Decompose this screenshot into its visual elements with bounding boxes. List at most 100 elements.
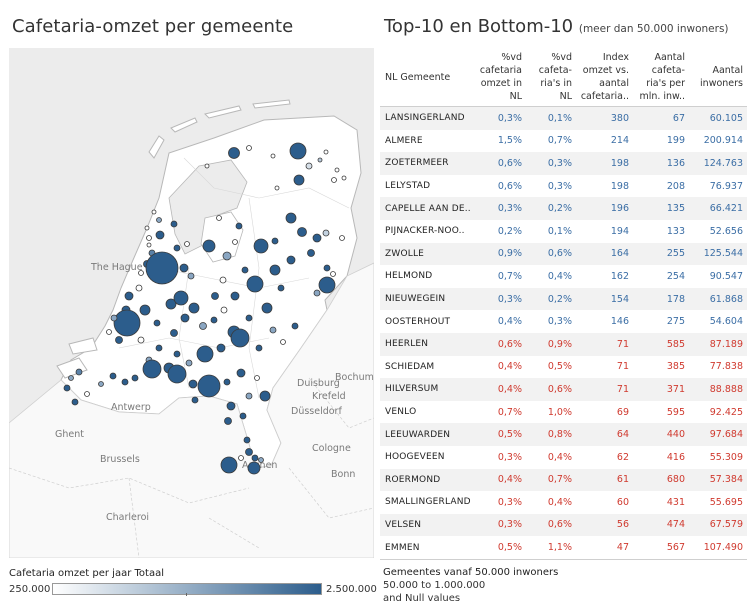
cell-inwoners: 66.421	[709, 203, 743, 215]
cell-index: 71	[616, 383, 629, 395]
cell-per-mln: 371	[666, 383, 685, 395]
bubble	[155, 344, 163, 352]
cell-inwoners: 125.544	[703, 248, 743, 260]
header-cafetarias[interactable]: %vd cafeta-ria's in NL	[538, 52, 572, 102]
cell-gemeente: ROERMOND	[385, 474, 441, 485]
bubble	[131, 374, 139, 382]
bubble	[245, 314, 253, 322]
cell-gemeente: CAPELLE AAN DE..	[385, 203, 471, 214]
table-row[interactable]: OOSTERHOUT 0,4% 0,3% 146 275 54.604	[380, 310, 747, 333]
bubble	[334, 167, 340, 173]
municipality-map[interactable]: The Hague Antwerp Ghent Brussels Charler…	[9, 48, 374, 558]
table-row[interactable]: VELSEN 0,3% 0,6% 56 474 67.579	[380, 513, 747, 537]
table-row[interactable]: SCHIEDAM 0,4% 0,5% 71 385 77.838	[380, 356, 747, 379]
bubble	[223, 378, 231, 386]
table-row[interactable]: LELYSTAD 0,6% 0,3% 198 208 76.937	[380, 175, 747, 198]
cell-omzet: 0,3%	[497, 293, 522, 305]
bubble	[138, 270, 144, 276]
cell-cafetarias: 0,4%	[547, 451, 572, 463]
table-row[interactable]: CAPELLE AAN DE.. 0,3% 0,2% 196 135 66.421	[380, 197, 747, 220]
table-row[interactable]: NIEUWEGEIN 0,3% 0,2% 154 178 61.868	[380, 287, 747, 311]
table-row[interactable]: PIJNACKER-NOO.. 0,2% 0,1% 194 133 52.656	[380, 220, 747, 243]
bubble	[151, 209, 157, 215]
cell-inwoners: 76.937	[709, 180, 743, 192]
cell-omzet: 0,5%	[497, 429, 522, 441]
header-per-mln[interactable]: Aantal cafeta-ria's per mln. inw..	[639, 52, 685, 102]
bubble	[245, 448, 253, 456]
bubble	[170, 220, 178, 228]
table-row[interactable]: EMMEN 0,5% 1,1% 47 567 107.490	[380, 536, 747, 560]
bubble	[330, 271, 336, 277]
table-row[interactable]: VENLO 0,7% 1,0% 69 595 92.425	[380, 401, 747, 424]
cell-cafetarias: 0,2%	[547, 293, 572, 305]
table-row[interactable]: ZOETERMEER 0,6% 0,3% 198 136 124.763	[380, 152, 747, 175]
map-canvas[interactable]: The Hague Antwerp Ghent Brussels Charler…	[9, 48, 374, 558]
bubble	[313, 289, 321, 297]
cell-index: 61	[616, 474, 629, 486]
cell-inwoners: 90.547	[709, 270, 743, 282]
bubble	[241, 266, 249, 274]
table-row[interactable]: HILVERSUM 0,4% 0,6% 71 371 88.888	[380, 378, 747, 401]
population-filter[interactable]: Gemeentes vanaf 50.000 inwoners 50.000 t…	[383, 566, 558, 605]
cell-omzet: 0,4%	[497, 361, 522, 373]
cell-gemeente: LELYSTAD	[385, 181, 431, 192]
bubble	[259, 390, 271, 402]
bubble	[271, 237, 279, 245]
cell-cafetarias: 0,9%	[547, 338, 572, 350]
table-title: Top-10 en Bottom-10 (meer dan 50.000 inw…	[384, 16, 729, 37]
cell-cafetarias: 0,8%	[547, 429, 572, 441]
cell-inwoners: 124.763	[703, 157, 743, 169]
table-row[interactable]: SMALLINGERLAND 0,3% 0,4% 60 431 55.695	[380, 491, 747, 514]
cell-cafetarias: 0,6%	[547, 383, 572, 395]
bubble	[173, 350, 181, 358]
bubble	[230, 291, 240, 301]
table-row[interactable]: HOOGEVEEN 0,3% 0,4% 62 416 55.309	[380, 446, 747, 469]
bubble	[153, 319, 161, 327]
bubble	[269, 326, 277, 334]
table-row[interactable]: ZWOLLE 0,9% 0,6% 164 255 125.544	[380, 242, 747, 266]
cell-gemeente: HOOGEVEEN	[385, 452, 445, 463]
cell-gemeente: ZWOLLE	[385, 248, 425, 259]
header-omzet[interactable]: %vd cafetaria omzet in NL	[479, 52, 522, 102]
bubble	[135, 284, 143, 292]
header-index[interactable]: Index omzet vs. aantal cafetaria..	[580, 52, 629, 102]
cell-inwoners: 61.868	[709, 293, 743, 305]
table-row[interactable]: LEEUWARDEN 0,5% 0,8% 64 440 97.684	[380, 423, 747, 446]
bubble	[188, 379, 198, 389]
header-gemeente[interactable]: NL Gemeente	[385, 71, 451, 83]
cell-inwoners: 55.309	[709, 451, 743, 463]
cell-omzet: 0,3%	[497, 496, 522, 508]
table-row[interactable]: HELMOND 0,7% 0,4% 162 254 90.547	[380, 265, 747, 288]
bubble	[291, 322, 299, 330]
cell-omzet: 0,7%	[497, 270, 522, 282]
cell-inwoners: 54.604	[709, 316, 743, 328]
bubble	[180, 313, 190, 323]
table-row[interactable]: LANSINGERLAND 0,3% 0,1% 380 67 60.105	[380, 107, 747, 130]
cell-cafetarias: 0,7%	[547, 135, 572, 147]
cell-inwoners: 107.490	[703, 542, 743, 554]
legend-marker	[186, 593, 187, 596]
cell-per-mln: 595	[666, 406, 685, 418]
bubble	[156, 217, 162, 223]
cell-omzet: 0,3%	[497, 451, 522, 463]
bubble	[226, 401, 236, 411]
cell-index: 64	[616, 429, 629, 441]
cell-gemeente: SCHIEDAM	[385, 361, 435, 372]
bubbles[interactable]	[63, 142, 347, 475]
city-label: Antwerp	[111, 402, 151, 413]
cell-gemeente: ZOETERMEER	[385, 158, 449, 169]
bubble	[184, 241, 190, 247]
bubble	[270, 153, 276, 159]
bubble	[305, 162, 313, 170]
table-row[interactable]: HEERLEN 0,6% 0,9% 71 585 87.189	[380, 332, 747, 356]
header-inwoners[interactable]: Aantal inwoners	[700, 65, 743, 89]
bubble	[75, 368, 83, 376]
city-label: Cologne	[312, 443, 351, 454]
table-row[interactable]: ALMERE 1,5% 0,7% 214 199 200.914	[380, 130, 747, 153]
cell-per-mln: 133	[666, 225, 685, 237]
bubble	[197, 374, 221, 398]
bubble	[98, 381, 104, 387]
bubble	[243, 436, 251, 444]
bubble	[124, 291, 134, 301]
table-row[interactable]: ROERMOND 0,4% 0,7% 61 680 57.384	[380, 468, 747, 492]
